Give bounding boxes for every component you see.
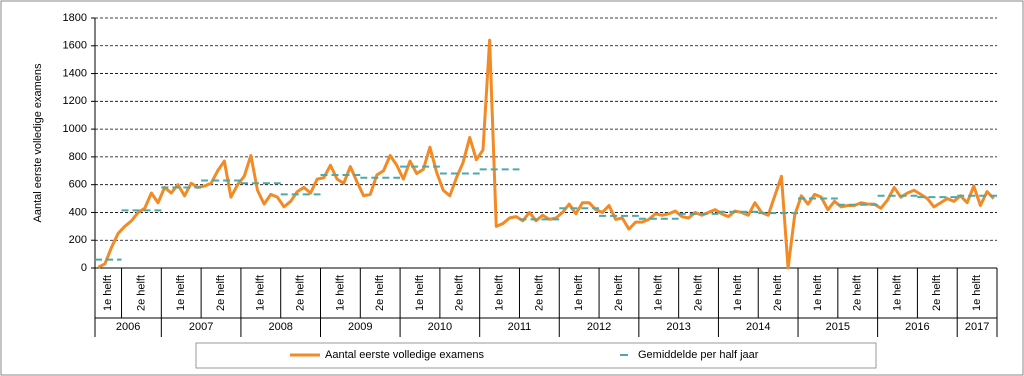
legend-label: Gemiddelde per half jaar xyxy=(638,349,759,361)
half-label: 2e helft xyxy=(215,275,227,311)
half-label: 1e helft xyxy=(493,275,505,311)
half-label: 1e helft xyxy=(891,275,903,311)
half-label: 1e helft xyxy=(573,275,585,311)
half-label: 2e helft xyxy=(454,275,466,311)
half-label: 2e helft xyxy=(852,275,864,311)
year-label: 2014 xyxy=(746,321,770,333)
half-label: 1e helft xyxy=(812,275,824,311)
year-label: 2016 xyxy=(905,321,929,333)
year-label: 2008 xyxy=(268,321,292,333)
data-line xyxy=(97,38,995,270)
y-tick-label: 1200 xyxy=(63,95,87,107)
half-label: 2e helft xyxy=(613,275,625,311)
half-label: 1e helft xyxy=(971,275,983,311)
year-label: 2015 xyxy=(826,321,850,333)
half-label: 1e helft xyxy=(255,275,267,311)
y-tick-label: 200 xyxy=(69,234,87,246)
y-tick-label: 400 xyxy=(69,206,87,218)
half-label: 1e helft xyxy=(102,275,114,311)
half-label: 1e helft xyxy=(334,275,346,311)
year-label: 2013 xyxy=(666,321,690,333)
y-tick-label: 1600 xyxy=(63,40,87,52)
half-label: 2e helft xyxy=(772,275,784,311)
y-tick-label: 800 xyxy=(69,151,87,163)
half-label: 1e helft xyxy=(732,275,744,311)
half-label: 2e helft xyxy=(692,275,704,311)
year-label: 2010 xyxy=(428,321,452,333)
y-tick-label: 1400 xyxy=(63,67,87,79)
y-axis-label: Aantal eerste volledige examens xyxy=(32,63,44,222)
half-label: 1e helft xyxy=(175,275,187,311)
half-label: 1e helft xyxy=(653,275,665,311)
legend-label: Aantal eerste volledige examens xyxy=(325,349,484,361)
y-tick-label: 1800 xyxy=(63,12,87,24)
year-label: 2007 xyxy=(189,321,213,333)
year-label: 2017 xyxy=(965,321,989,333)
year-label: 2006 xyxy=(116,321,140,333)
y-tick-label: 0 xyxy=(81,262,87,274)
y-tick-label: 600 xyxy=(69,179,87,191)
half-label: 2e helft xyxy=(135,275,147,311)
half-label: 2e helft xyxy=(931,275,943,311)
y-tick-label: 1000 xyxy=(63,123,87,135)
half-label: 2e helft xyxy=(295,275,307,311)
half-label: 2e helft xyxy=(533,275,545,311)
year-label: 2009 xyxy=(348,321,372,333)
half-label: 2e helft xyxy=(374,275,386,311)
year-label: 2011 xyxy=(508,321,532,333)
half-label: 1e helft xyxy=(414,275,426,311)
year-label: 2012 xyxy=(587,321,611,333)
